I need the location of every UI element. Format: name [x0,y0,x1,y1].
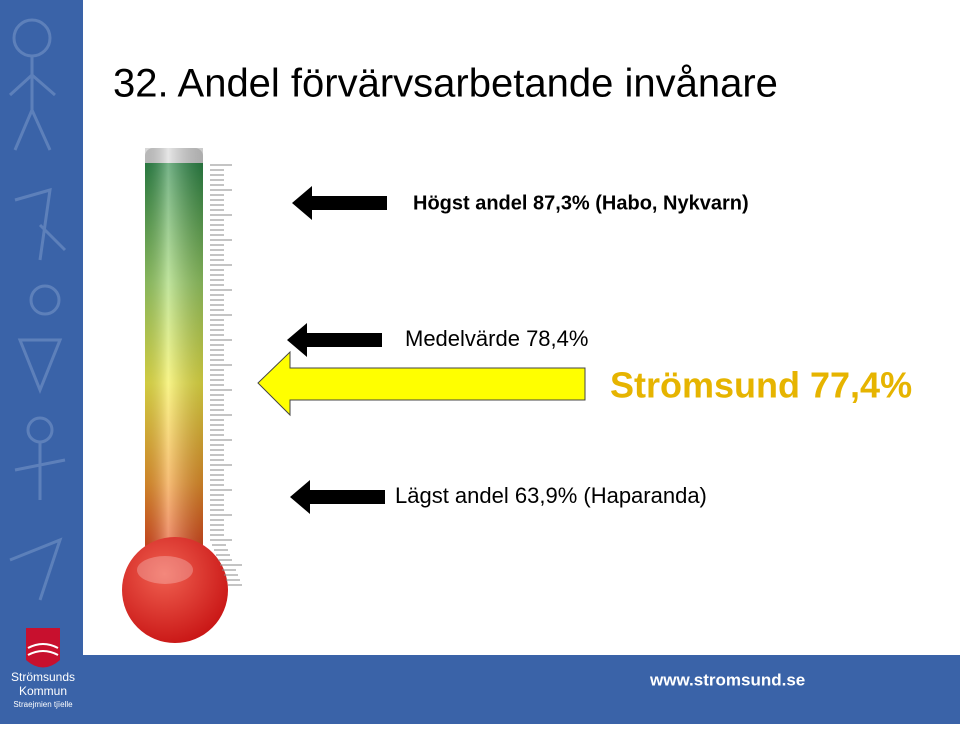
logo-subtitle: Straejmien tjïelle [13,700,73,709]
sidebar-figures [8,18,67,601]
arrows [257,186,586,514]
highest-label: Högst andel 87,3% (Habo, Nykvarn) [413,192,749,214]
footer-url: www.stromsund.se [649,670,805,689]
logo-name: Kommun [19,684,67,698]
footer-bar [83,655,960,724]
sidebar [0,0,83,724]
thermometer [122,148,242,643]
slide-title: 32. Andel förvärvsarbetande invånare [113,62,778,106]
lowest-label: Lägst andel 63,9% (Haparanda) [395,483,707,508]
average-label: Medelvärde 78,4% [405,326,588,351]
local-label: Strömsund 77,4% [610,365,912,406]
logo: Strömsunds Kommun Straejmien tjïelle [11,628,75,709]
logo-name: Strömsunds [11,670,75,684]
